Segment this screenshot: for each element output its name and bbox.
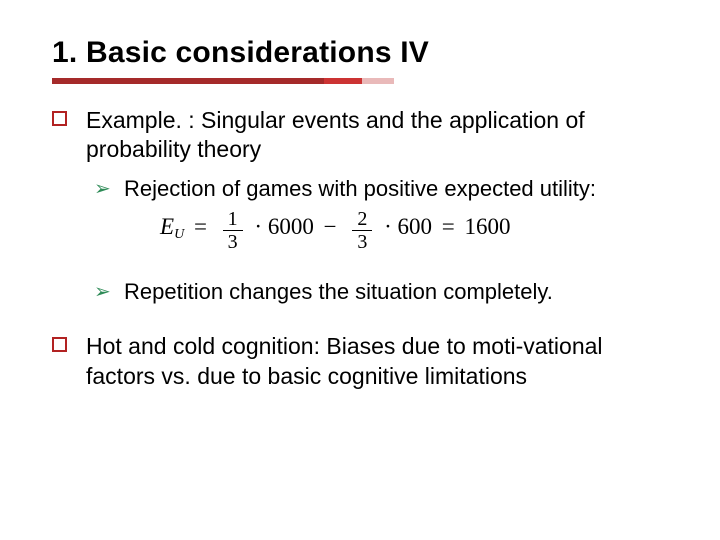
fraction-2: 2 3 [352, 209, 372, 252]
chevron-right-icon: ➢ [94, 280, 111, 306]
bullet-list-level1: Example. : Singular events and the appli… [52, 106, 668, 391]
equals-sign-2: = [438, 212, 459, 241]
formula-lhs-subscript: U [174, 227, 184, 242]
minus-sign: − [320, 212, 341, 241]
term2-value: 600 [398, 214, 433, 239]
fraction-2-den: 3 [352, 231, 372, 252]
sub-bullet-text: Repetition changes the situation complet… [124, 279, 553, 304]
fraction-1-num: 1 [223, 209, 243, 231]
bullet-text: Example. : Singular events and the appli… [86, 107, 585, 162]
rule-segment-2 [324, 78, 362, 84]
sub-bullet-repetition: ➢ Repetition changes the situation compl… [94, 278, 668, 306]
formula-lhs-symbol: E [160, 214, 174, 239]
dot-2: · [384, 214, 392, 239]
equals-sign-1: = [190, 212, 211, 241]
term1-value: 6000 [268, 214, 314, 239]
fraction-2-num: 2 [352, 209, 372, 231]
dot-1: · [254, 214, 262, 239]
bullet-text: Hot and cold cognition: Biases due to mo… [86, 333, 603, 388]
bullet-list-level2: ➢ Rejection of games with positive expec… [94, 175, 668, 306]
slide-title: 1. Basic considerations IV [52, 36, 668, 70]
title-underline [52, 78, 394, 84]
formula-result: 1600 [464, 214, 510, 239]
rule-segment-3 [362, 78, 394, 84]
sub-bullet-rejection: ➢ Rejection of games with positive expec… [94, 175, 668, 252]
bullet-item-example: Example. : Singular events and the appli… [52, 106, 668, 306]
bullet-item-hot-cold-cognition: Hot and cold cognition: Biases due to mo… [52, 332, 668, 391]
sub-bullet-text: Rejection of games with positive expecte… [124, 176, 596, 201]
fraction-1-den: 3 [223, 231, 243, 252]
chevron-right-icon: ➢ [94, 177, 111, 203]
expected-utility-formula: EU = 1 3 · 6000 − 2 3 · [160, 209, 668, 252]
rule-segment-1 [52, 78, 324, 84]
fraction-1: 1 3 [223, 209, 243, 252]
slide: 1. Basic considerations IV Example. : Si… [0, 0, 720, 540]
